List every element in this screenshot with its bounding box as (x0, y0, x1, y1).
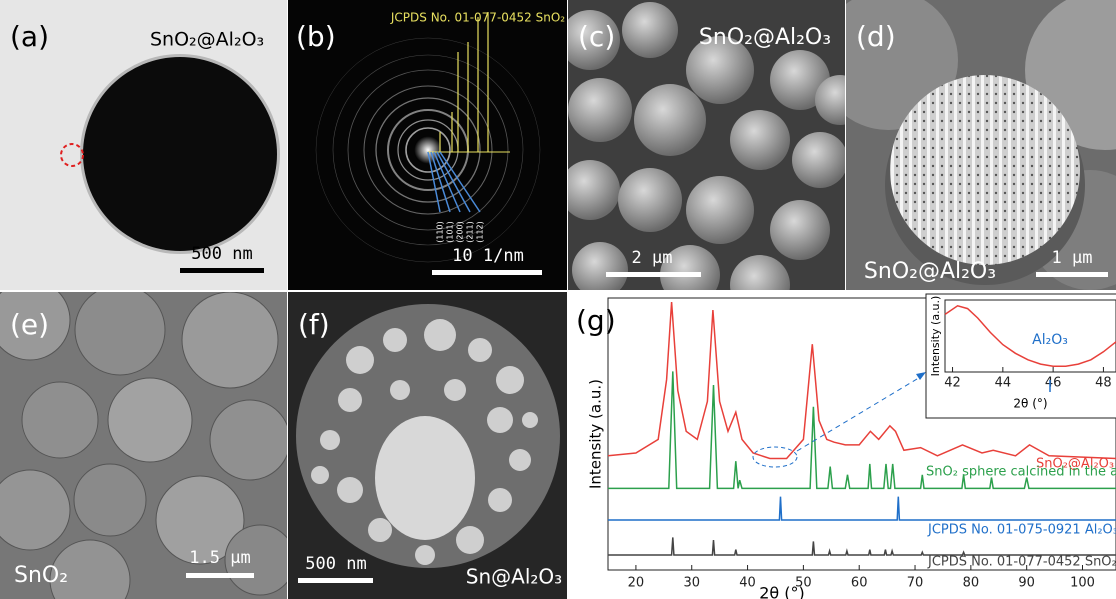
scale-bar (432, 270, 542, 275)
scale-label: 500 nm (305, 554, 366, 574)
bubble (488, 488, 512, 512)
x-tick-label: 42 (944, 376, 961, 391)
x-tick-label: 46 (1045, 376, 1062, 391)
scale-label: 500 nm (191, 244, 252, 264)
particle (22, 382, 98, 458)
plane-label: (211) (466, 221, 475, 243)
x-tick-label: 100 (1070, 576, 1095, 591)
bubble (487, 407, 513, 433)
panel-label: (d) (856, 20, 896, 53)
sample-label: SnO₂ (14, 563, 68, 588)
particle (210, 400, 290, 480)
series-label: SnO₂ sphere calcined in the air (926, 465, 1116, 480)
scale-bar (298, 578, 373, 583)
panel-label: (c) (578, 20, 615, 53)
cross-section (890, 75, 1080, 265)
bubble (383, 328, 407, 352)
scale-bar (606, 272, 701, 277)
sphere (686, 176, 754, 244)
figure: (a) SnO₂@Al₂O₃ 500 nm JCPDS No. 01-077-0… (0, 0, 1116, 599)
bubble (337, 477, 363, 503)
sample-label: SnO₂@Al₂O₃ (699, 25, 831, 50)
bubble (468, 338, 492, 362)
bubble (509, 449, 531, 471)
panel-label: (a) (10, 20, 49, 53)
x-axis-title: 2θ (°) (1013, 397, 1047, 411)
sphere (568, 78, 632, 142)
panel-a: (a) SnO₂@Al₂O₃ 500 nm (0, 0, 287, 290)
x-tick-label: 20 (628, 576, 645, 591)
particle (83, 57, 277, 251)
bubble (496, 366, 524, 394)
sphere (634, 84, 706, 156)
core (375, 416, 475, 540)
sphere (770, 200, 830, 260)
plane-label: (112) (476, 221, 485, 243)
sample-label: SnO₂@Al₂O₃ (150, 29, 264, 51)
bubble (390, 380, 410, 400)
panel-label: (b) (296, 20, 336, 53)
sample-label: Sn@Al₂O₃ (466, 565, 562, 589)
panel-label: (g) (576, 304, 616, 337)
x-axis-title: 2θ (°) (759, 584, 805, 599)
x-tick-label: 44 (995, 376, 1012, 391)
sphere (730, 110, 790, 170)
scale-label: 2 μm (632, 248, 673, 268)
bubble (415, 545, 435, 565)
page: (a) SnO₂@Al₂O₃ 500 nm JCPDS No. 01-077-0… (0, 0, 1116, 599)
panel-d: (d) SnO₂@Al₂O₃ 1 μm (818, 0, 1116, 290)
reference-label: JCPDS No. 01-077-0452 SnO₂ (390, 11, 565, 25)
scale-label: 1.5 μm (189, 548, 250, 568)
bubble (338, 388, 362, 412)
scale-bar (180, 268, 264, 273)
particle (182, 292, 278, 388)
y-axis-title: Intensity (a.u.) (587, 379, 605, 489)
bubble (311, 466, 329, 484)
series-label: JCPDS No. 01-077-0452 SnO₂ (927, 555, 1116, 570)
sphere (572, 242, 628, 298)
bubble (346, 346, 374, 374)
x-tick-label: 80 (963, 576, 980, 591)
sphere (622, 2, 678, 58)
x-tick-label: 48 (1095, 376, 1112, 391)
sample-label: SnO₂@Al₂O₃ (864, 259, 996, 284)
bubble (424, 319, 456, 351)
sphere (618, 168, 682, 232)
series-label: JCPDS No. 01-075-0921 Al₂O₃ (927, 523, 1116, 538)
plane-label: (101) (446, 221, 455, 243)
y-axis-title: Intensity (a.u.) (929, 296, 942, 377)
panel-b: JCPDS No. 01-077-0452 SnO₂ (110)(101)(20… (288, 0, 567, 290)
particle (75, 285, 165, 375)
bubble (456, 526, 484, 554)
scale-label: 1 μm (1052, 248, 1093, 268)
panel-label: (e) (10, 308, 49, 341)
x-tick-label: 70 (907, 576, 924, 591)
x-tick-label: 30 (683, 576, 700, 591)
x-tick-label: 60 (851, 576, 868, 591)
bubble (522, 412, 538, 428)
bubble (320, 430, 340, 450)
x-tick-label: 40 (739, 576, 756, 591)
particle (74, 464, 146, 536)
panel-e: (e) SnO₂ 1.5 μm (0, 280, 295, 599)
bubble (444, 379, 466, 401)
scale-label: 10 1/nm (452, 246, 524, 266)
sphere (560, 160, 620, 220)
panel-f: (f) Sn@Al₂O₃ 500 nm (288, 292, 567, 599)
bubble (368, 518, 392, 542)
scale-bar (186, 573, 254, 578)
particle (108, 378, 192, 462)
plane-label: (110) (436, 221, 445, 243)
x-tick-label: 90 (1018, 576, 1035, 591)
sphere (792, 132, 848, 188)
panel-label: (f) (298, 308, 330, 341)
plane-label: (200) (456, 221, 465, 243)
panel-c: (c) SnO₂@Al₂O₃ 2 μm (560, 0, 865, 315)
annotation: Al₂O₃ (1032, 332, 1068, 348)
scale-bar (1036, 272, 1108, 277)
